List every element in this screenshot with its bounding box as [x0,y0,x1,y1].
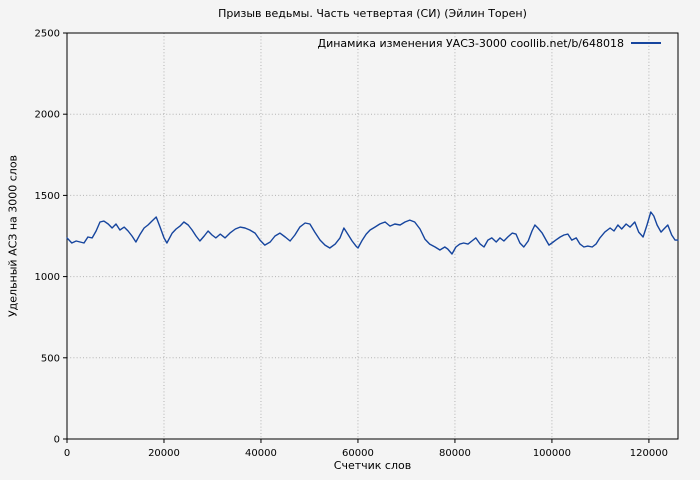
x-tick-label: 60000 [342,448,374,459]
x-tick-label: 0 [64,448,70,459]
x-tick-label: 80000 [439,448,471,459]
y-tick-label: 1500 [35,191,60,202]
legend-label: Динамика изменения УАСЗ-3000 coollib.net… [317,36,625,50]
y-axis-label: Удельный АСЗ на 3000 слов [6,154,20,318]
chart-title: Призыв ведьмы. Часть четвертая (СИ) (Эйл… [218,7,527,20]
y-tick-label: 2500 [35,29,60,40]
x-tick-label: 20000 [148,448,180,459]
x-tick-label: 100000 [533,448,571,459]
y-tick-label: 500 [41,353,60,364]
plot-border [66,32,679,440]
y-tick-label: 0 [54,435,60,446]
y-tick-label: 1000 [35,272,60,283]
legend-line-sample [631,42,661,44]
legend: Динамика изменения УАСЗ-3000 coollib.net… [317,36,661,50]
y-tick-label: 2000 [35,110,60,121]
x-axis-label: Счетчик слов [333,459,412,472]
x-tick-label: 40000 [245,448,277,459]
series-line [66,211,679,255]
x-tick-label: 120000 [630,448,668,459]
